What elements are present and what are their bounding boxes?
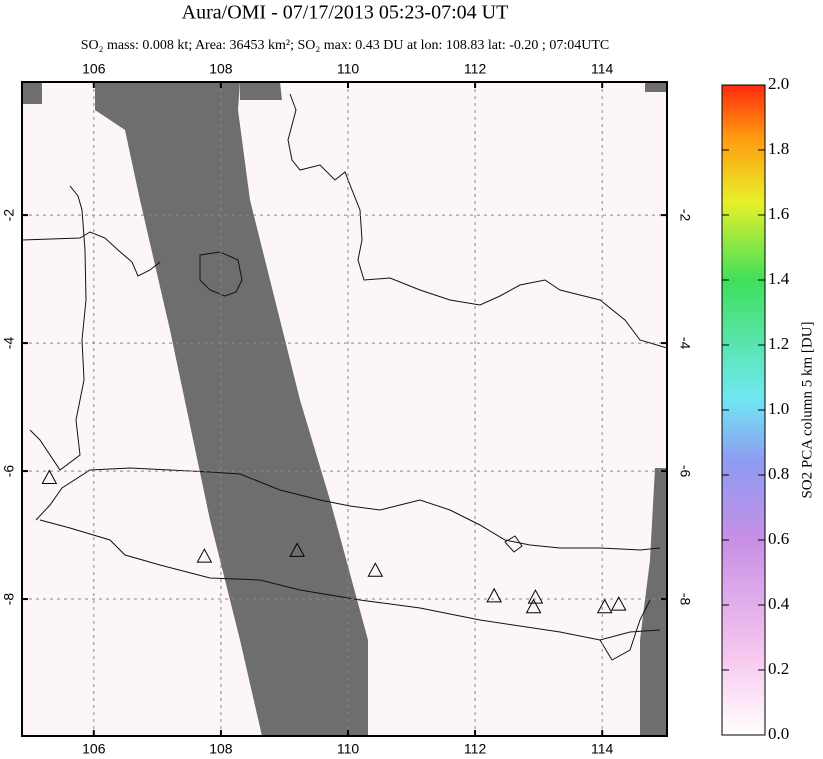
x-tick-label: 112: [464, 741, 487, 757]
colorbar-tick-label: 0.4: [768, 594, 790, 613]
colorbar-tick-label: 1.6: [768, 204, 789, 223]
swath-gap: [240, 82, 282, 100]
y-tick-label: -8: [1, 593, 17, 606]
x-tick-label: 112: [464, 61, 487, 77]
y-tick-label: -4: [677, 337, 693, 350]
volcano-marker: [486, 587, 502, 603]
colorbar-tick-label: 1.0: [768, 399, 789, 418]
volcano-marker: [289, 542, 305, 557]
volcano-marker: [525, 598, 542, 614]
coastline: [287, 93, 667, 349]
x-tick-label: 114: [591, 61, 614, 77]
y-tick-label: -2: [677, 209, 693, 222]
x-tick-label: 106: [82, 61, 106, 77]
coastline: [199, 251, 243, 297]
coastline: [35, 467, 661, 661]
y-tick-label: -4: [1, 337, 17, 350]
map-frame: [21, 81, 668, 737]
x-tick-label: 110: [337, 741, 360, 757]
colorbar-tick-label: 1.8: [768, 139, 789, 158]
swath-gap: [640, 468, 667, 736]
swath-gap: [22, 82, 42, 104]
y-tick-label: -2: [1, 209, 17, 222]
swath-gap: [645, 82, 667, 92]
volcano-marker: [41, 469, 58, 484]
coastline: [504, 535, 523, 553]
x-tick-label: 114: [591, 741, 614, 757]
colorbar-tick-label: 0.2: [768, 659, 789, 678]
colorbar-tick-label: 1.2: [768, 334, 789, 353]
colorbar-tick-label: 1.4: [768, 269, 790, 288]
colorbar-tick-label: 0.6: [768, 529, 789, 548]
swath-gap: [95, 82, 368, 736]
volcano-marker: [596, 598, 613, 614]
x-tick-label: 110: [337, 61, 360, 77]
volcano-marker: [610, 596, 627, 611]
y-tick-label: -6: [677, 465, 693, 478]
colorbar-label: SO2 PCA column 5 km [DU]: [799, 321, 815, 498]
y-tick-label: -6: [1, 465, 17, 478]
x-tick-label: 106: [82, 741, 106, 757]
volcano-marker: [367, 562, 384, 577]
colorbar-tick-label: 2.0: [768, 74, 789, 93]
map-area: [22, 82, 667, 736]
coastline: [22, 185, 161, 471]
colorbar-tick-label: 0.0: [768, 724, 789, 743]
colorbar-tick-label: 0.8: [768, 464, 789, 483]
x-tick-label: 108: [209, 61, 233, 77]
subtitle: SO₂ mass: 0.008 kt; Area: 36453 km²; SO₂…: [81, 38, 609, 53]
chart-title: Aura/OMI - 07/17/2013 05:23-07:04 UT: [182, 2, 509, 24]
volcano-marker: [196, 548, 213, 563]
x-tick-label: 108: [209, 741, 233, 757]
y-tick-label: -8: [677, 593, 693, 606]
